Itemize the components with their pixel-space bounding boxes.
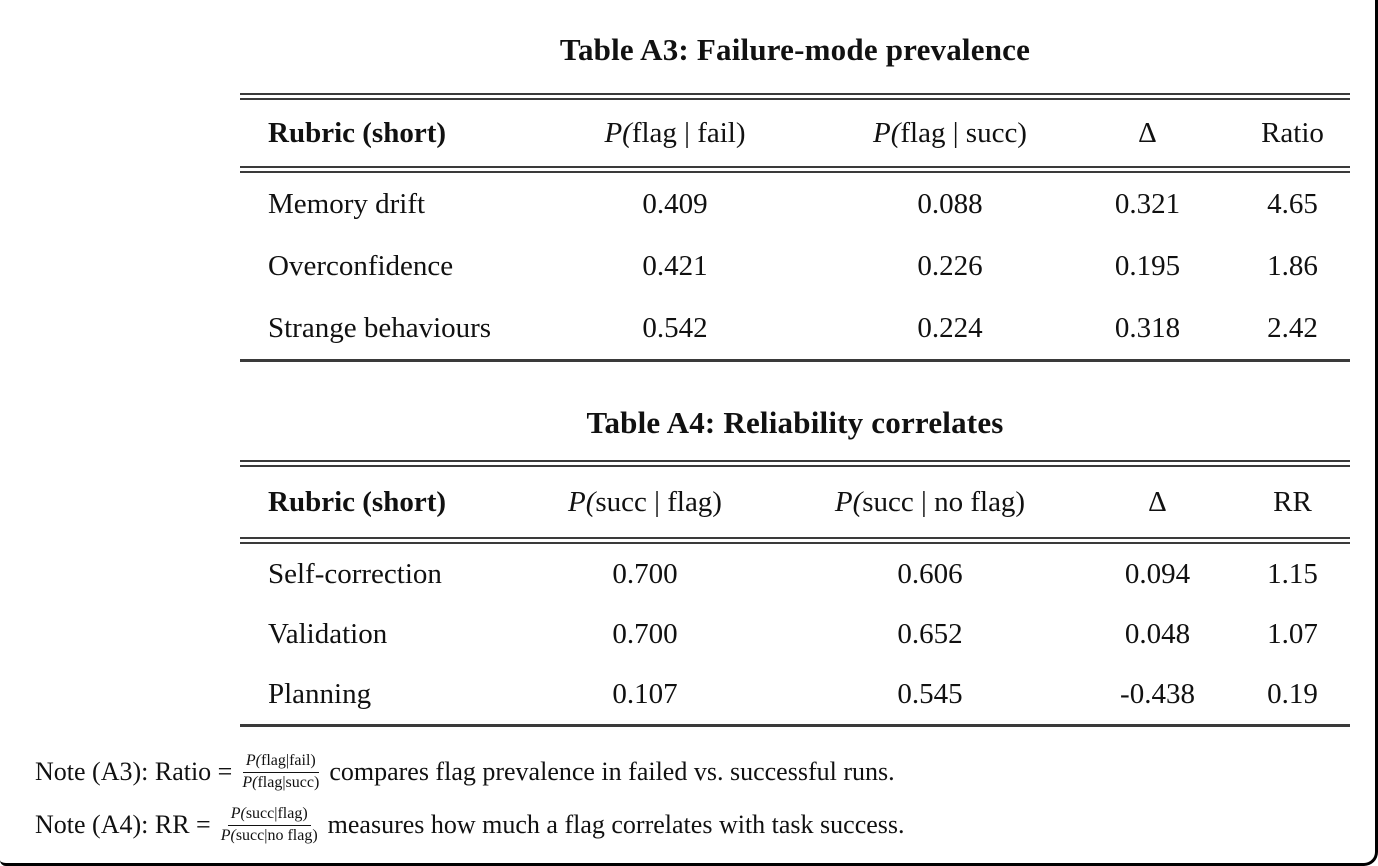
cell-value: 0.048	[1124, 617, 1191, 650]
row-label: Overconfidence	[268, 249, 454, 282]
row-label: Planning	[268, 677, 372, 710]
note-a4-prefix: Note (A4): RR =	[35, 809, 211, 839]
table-a4-header-row: Rubric (short) P(succ | flag) P(succ | n…	[240, 467, 1350, 537]
note-a4-fraction: P(succ|flag) P(succ|no flag)	[218, 804, 321, 846]
table-a3-header-delta: Δ	[1138, 116, 1157, 149]
note-a4: Note (A4): RR = P(succ|flag) P(succ|no f…	[35, 798, 905, 851]
fraction-denominator: P(flag|succ)	[242, 773, 320, 791]
cell-value: 0.19	[1267, 677, 1318, 710]
table-a3-header-rule	[240, 166, 1350, 173]
cell-value: 0.652	[897, 617, 963, 650]
table-a3-header-row: Rubric (short) P(flag | fail) P(flag | s…	[240, 100, 1350, 166]
table-a4-header-delta: Δ	[1148, 485, 1167, 518]
cell-value: 0.700	[612, 617, 678, 650]
table-a3-header-rubric: Rubric (short)	[268, 116, 447, 149]
table-a4-header-p-succ-noflag: P(succ | no flag)	[834, 485, 1026, 518]
table-row: Strange behaviours 0.542 0.224 0.318 2.4…	[240, 297, 1350, 359]
cell-value: 0.545	[897, 677, 963, 710]
cell-value: 0.606	[897, 557, 963, 590]
table-a3-top-rule	[240, 93, 1350, 100]
table-row: Memory drift 0.409 0.088 0.321 4.65	[240, 173, 1350, 235]
table-a4-header-rr: RR	[1273, 485, 1312, 518]
table-a3-bottom-rule	[240, 359, 1350, 362]
table-a4-header-rubric: Rubric (short)	[268, 485, 447, 518]
fraction-denominator: P(succ|no flag)	[220, 826, 318, 844]
table-row: Self-correction 0.700 0.606 0.094 1.15	[240, 544, 1350, 604]
table-a4-header-rule	[240, 537, 1350, 544]
table-row: Planning 0.107 0.545 -0.438 0.19	[240, 664, 1350, 724]
note-a3: Note (A3): Ratio = P(flag|fail) P(flag|s…	[35, 745, 905, 798]
row-label: Validation	[268, 617, 388, 650]
cell-value: 0.094	[1124, 557, 1191, 590]
cell-value: 0.226	[917, 249, 983, 282]
table-a4-top-rule	[240, 460, 1350, 467]
table-a4-title: Table A4: Reliability correlates	[586, 405, 1004, 440]
note-a3-prefix: Note (A3): Ratio =	[35, 756, 233, 786]
row-label: Memory drift	[268, 187, 426, 220]
cell-value: 0.088	[917, 187, 983, 220]
cell-value: 0.700	[612, 557, 678, 590]
cell-value: 1.15	[1267, 557, 1318, 590]
cell-value: 0.224	[917, 311, 983, 344]
note-a3-fraction: P(flag|fail) P(flag|succ)	[239, 751, 322, 793]
note-a3-suffix: compares flag prevalence in failed vs. s…	[329, 756, 895, 786]
cell-value: 0.107	[612, 677, 678, 710]
cell-value: 4.65	[1267, 187, 1318, 220]
cell-value: 0.421	[642, 249, 708, 282]
cell-value: 0.409	[642, 187, 708, 220]
cell-value: 2.42	[1267, 311, 1318, 344]
table-a4: Table A4: Reliability correlates Rubric …	[240, 403, 1350, 727]
table-a3: Table A3: Failure-mode prevalence Rubric…	[240, 30, 1350, 362]
table-a3-header-ratio: Ratio	[1261, 116, 1324, 149]
table-row: Overconfidence 0.421 0.226 0.195 1.86	[240, 235, 1350, 297]
table-a3-header-p-flag-succ: P(flag | succ)	[873, 116, 1027, 149]
cell-value: 0.318	[1114, 311, 1181, 344]
table-a3-header-p-flag-fail: P(flag | fail)	[604, 116, 746, 149]
cell-value: 0.542	[642, 311, 708, 344]
table-a3-title: Table A3: Failure-mode prevalence	[559, 32, 1031, 67]
cell-value: 1.07	[1267, 617, 1318, 650]
cell-value: 1.86	[1267, 249, 1318, 282]
table-a4-header-p-succ-flag: P(succ | flag)	[568, 485, 722, 518]
table-row: Validation 0.700 0.652 0.048 1.07	[240, 604, 1350, 664]
cell-value: -0.438	[1120, 677, 1195, 710]
note-a4-suffix: measures how much a flag correlates with…	[327, 809, 905, 839]
row-label: Self-correction	[268, 557, 442, 590]
cell-value: 0.195	[1114, 249, 1181, 282]
row-label: Strange behaviours	[268, 311, 492, 344]
fraction-numerator: P(flag|fail)	[242, 751, 319, 773]
table-notes: Note (A3): Ratio = P(flag|fail) P(flag|s…	[35, 745, 905, 851]
cell-value: 0.321	[1114, 187, 1181, 220]
table-a4-bottom-rule	[240, 724, 1350, 727]
fraction-numerator: P(succ|flag)	[227, 804, 311, 826]
